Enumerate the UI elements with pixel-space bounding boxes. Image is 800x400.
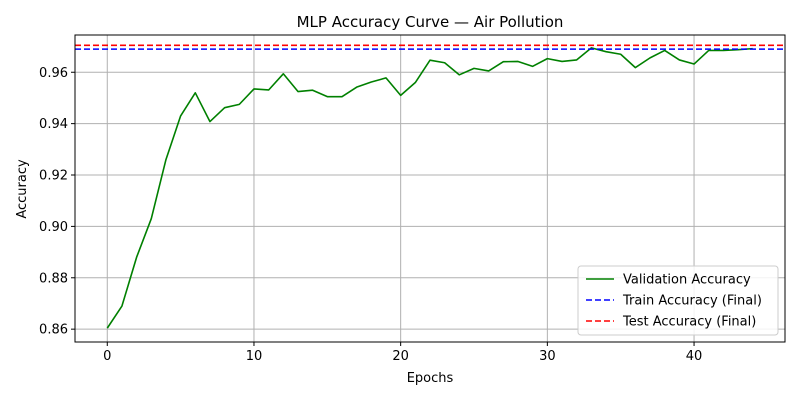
validation-accuracy-line [106, 47, 753, 329]
y-tick-label: 0.94 [39, 117, 68, 132]
x-tick-label: 30 [539, 349, 556, 364]
legend-item-validation-label: Validation Accuracy [623, 273, 751, 288]
legend-item-test-label: Test Accuracy (Final) [622, 315, 756, 330]
axes-frame [74, 34, 786, 343]
y-tick-label: 0.88 [39, 271, 68, 286]
y-tick-label: 0.86 [39, 323, 68, 338]
legend: Validation Accuracy Train Accuracy (Final… [577, 265, 779, 336]
axis-ticks: 0 10 20 30 40 0.86 0.88 0.90 0.92 0.94 0.96 [39, 66, 702, 364]
plot-lines [75, 44, 785, 329]
grid [75, 35, 785, 342]
x-tick-label: 20 [392, 349, 409, 364]
legend-box [577, 265, 779, 336]
y-axis-label: Accuracy [15, 159, 30, 219]
x-tick-label: 10 [246, 349, 263, 364]
y-tick-label: 0.96 [39, 66, 68, 81]
x-tick-label: 40 [686, 349, 703, 364]
legend-item-train-label: Train Accuracy (Final) [622, 294, 762, 309]
x-tick-label: 0 [103, 349, 111, 364]
y-tick-label: 0.90 [39, 220, 68, 235]
chart-title: MLP Accuracy Curve — Air Pollution [297, 13, 564, 31]
x-axis-label: Epochs [407, 371, 454, 386]
y-tick-label: 0.92 [39, 169, 68, 184]
